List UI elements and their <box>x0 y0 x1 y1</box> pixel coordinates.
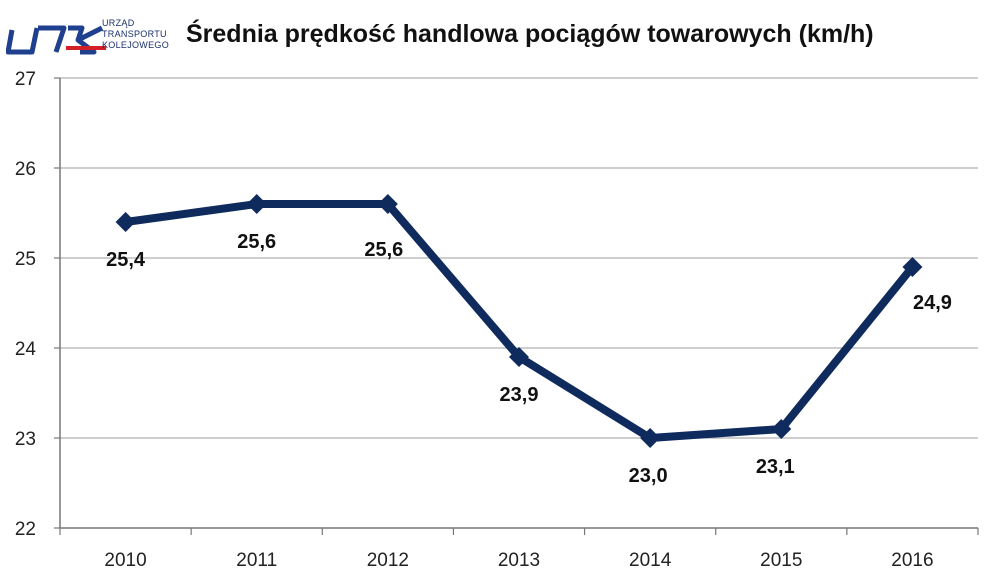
x-tick-2015: 2015 <box>760 550 802 571</box>
logo-line-2: TRANSPORTU <box>102 29 167 39</box>
x-tick-2011: 2011 <box>236 550 277 571</box>
marker-2012 <box>377 194 398 214</box>
x-tick-2013: 2013 <box>498 550 540 571</box>
data-label-2012: 25,6 <box>364 239 403 261</box>
logo-line-3: KOLEJOWEGO <box>102 40 170 50</box>
chart-title: Średnia prędkość handlowa pociągów towar… <box>186 20 874 48</box>
marker-2016 <box>902 257 923 277</box>
x-tick-labels: 2010 2011 2012 2013 2014 2015 2016 <box>104 550 933 571</box>
x-tick-2010: 2010 <box>104 550 146 571</box>
data-label-2010: 25,4 <box>106 249 146 271</box>
y-tick-27: 27 <box>15 69 36 90</box>
y-tick-24: 24 <box>15 339 37 360</box>
y-tick-labels: 22 23 24 25 26 27 <box>15 69 37 540</box>
marker-2010 <box>115 212 136 232</box>
x-tick-2016: 2016 <box>891 550 933 571</box>
data-label-2011: 25,6 <box>237 231 276 253</box>
data-label-2013: 23,9 <box>500 384 539 406</box>
marker-2014 <box>640 428 661 448</box>
data-markers <box>115 194 923 448</box>
marker-2013 <box>509 347 529 367</box>
data-labels: 25,4 25,6 25,6 23,9 23,0 23,1 24,9 <box>106 231 952 487</box>
y-tick-26: 26 <box>15 159 36 180</box>
logo-text: URZĄD TRANSPORTU KOLEJOWEGO <box>102 18 169 51</box>
y-tick-23: 23 <box>15 429 36 450</box>
axes <box>54 77 979 535</box>
x-tick-2012: 2012 <box>367 550 409 571</box>
x-tick-2014: 2014 <box>629 550 672 571</box>
logo-mark <box>6 25 104 55</box>
utk-logo <box>6 25 106 55</box>
data-label-2016: 24,9 <box>913 292 952 314</box>
logo-line-1: URZĄD <box>102 18 135 28</box>
data-label-2015: 23,1 <box>756 456 795 478</box>
y-tick-22: 22 <box>15 519 36 540</box>
y-tick-25: 25 <box>15 249 36 270</box>
marker-2011 <box>246 194 267 214</box>
data-label-2014: 23,0 <box>629 465 668 487</box>
marker-2015 <box>771 419 792 439</box>
